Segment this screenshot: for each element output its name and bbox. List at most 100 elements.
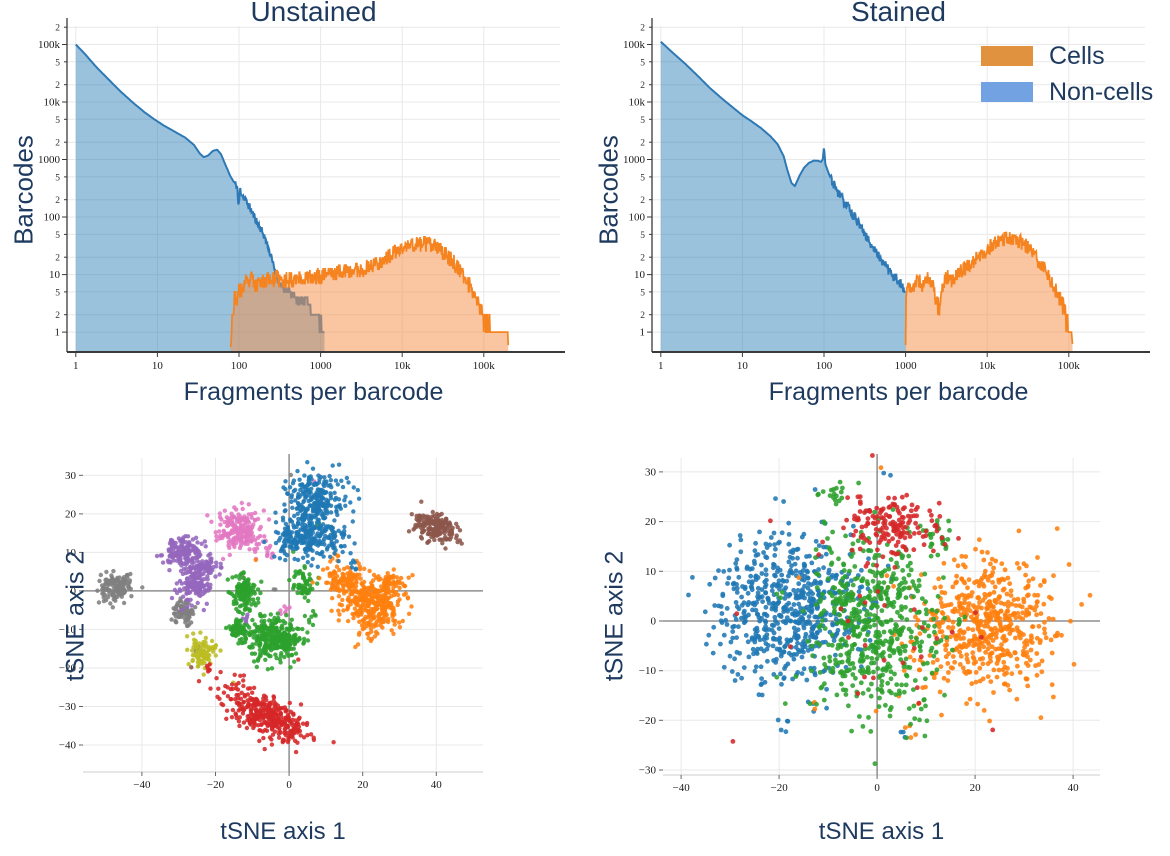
cluster-red <box>196 657 336 755</box>
panel-title-stained: Stained <box>851 0 946 27</box>
y-axis-label: tSNE axis 2 <box>600 550 629 682</box>
cluster-red <box>730 453 996 744</box>
y-tick-label: 20 <box>645 516 657 528</box>
y-tick-label: 10k <box>44 97 61 109</box>
area-cells <box>905 231 1073 352</box>
legend: Cells Non-cells <box>981 44 1153 116</box>
cluster-blue <box>262 460 362 572</box>
x-tick-label: 20 <box>970 782 982 794</box>
legend-swatch-cells <box>981 46 1033 66</box>
cluster-olive <box>184 630 236 685</box>
y-tick-label: 5 <box>55 288 60 298</box>
x-tick-label: 0 <box>874 782 880 794</box>
y-tick-label: 100k <box>623 39 646 51</box>
cluster-green <box>774 479 968 767</box>
x-tick-label: 0 <box>286 779 292 791</box>
x-tick-label: 1000 <box>895 360 918 372</box>
cluster-orange <box>253 551 415 650</box>
legend-label-cells: Cells <box>1049 42 1105 70</box>
x-tick-label: 100k <box>1058 360 1081 372</box>
y-tick-label: 1000 <box>38 154 61 166</box>
y-tick-label: 10 <box>65 547 77 559</box>
x-axis-label: Fragments per barcode <box>183 378 444 406</box>
x-tick-label: 10k <box>979 360 996 372</box>
cluster-orange <box>796 465 1093 740</box>
x-tick-label: 1 <box>658 360 664 372</box>
tsne-stained-chart: 30 20 10 0 −10 −20 −30 −40 −20 0 20 40 <box>639 453 1100 794</box>
y-tick-label: −20 <box>639 715 657 727</box>
y-tick-label: 20 <box>65 508 77 520</box>
y-tick-label: 2 <box>640 311 645 321</box>
panel-tsne-unstained: 30 20 10 0 −10 −20 −30 −40 −40 −20 0 20 40 tSNE axis… <box>0 428 585 856</box>
unstained-rank-chart: 1 2 5 10 2 5 100 2 5 1000 2 5 10k 2 5 100k 2 1 10 100 1000 10… <box>38 18 565 372</box>
y-tick-label: 10 <box>645 566 657 578</box>
y-tick-label: −40 <box>59 740 77 752</box>
y-axis-label: Barcodes <box>8 135 39 245</box>
x-axis-label: tSNE axis 1 <box>818 818 945 845</box>
y-tick-label: 5 <box>640 288 645 298</box>
x-tick-label: −20 <box>770 782 788 794</box>
y-tick-label: 1000 <box>623 154 646 166</box>
y-tick-label: 30 <box>65 470 77 482</box>
line-cells <box>904 231 1074 346</box>
legend-swatch-non-cells <box>981 82 1033 102</box>
x-tick-label: 10 <box>152 360 164 372</box>
panel-unstained-rank: 1 2 5 10 2 5 100 2 5 1000 2 5 10k 2 5 100k 2 1 10 100 1000 10… <box>0 0 585 428</box>
x-axis-label: tSNE axis 1 <box>220 818 346 845</box>
y-tick-label: 2 <box>55 254 60 264</box>
y-tick-label: 30 <box>645 466 657 478</box>
y-tick-label: −10 <box>59 624 77 636</box>
panel-tsne-stained: 30 20 10 0 −10 −20 −30 −40 −20 0 20 40 tSNE axis 1 … <box>585 428 1170 856</box>
y-tick-label: 2 <box>55 139 60 149</box>
y-tick-label: 2 <box>55 24 60 34</box>
x-tick-label: 20 <box>357 779 369 791</box>
y-tick-label: −10 <box>639 665 657 677</box>
area-cells <box>230 236 509 352</box>
y-tick-label: 1 <box>55 327 61 339</box>
cluster-purple <box>154 534 250 626</box>
cluster-pink <box>205 479 317 617</box>
scatter-points <box>686 453 1093 767</box>
y-tick-label: 2 <box>55 196 60 206</box>
y-tick-label: 5 <box>640 173 645 183</box>
x-tick-label: 1000 <box>310 360 333 372</box>
y-tick-label: 5 <box>55 231 60 241</box>
panel-title-unstained: Unstained <box>250 0 377 27</box>
x-tick-label: 100 <box>816 360 833 372</box>
y-tick-label: −20 <box>59 663 77 675</box>
y-tick-label: 2 <box>640 81 645 91</box>
stained-rank-chart: 1 2 5 10 2 5 100 2 5 1000 2 5 10k 2 5 100k 2 1 10 100 1000 10… <box>623 18 1150 372</box>
y-tick-label: 5 <box>55 173 60 183</box>
y-axis-label: tSNE axis 2 <box>61 550 90 682</box>
y-tick-label: 2 <box>640 196 645 206</box>
tsne-unstained-plot: 30 20 10 0 −10 −20 −30 −40 −40 −20 0 20 40 <box>59 454 483 791</box>
y-tick-label: 5 <box>640 231 645 241</box>
x-tick-label: 40 <box>1068 782 1080 794</box>
scatter-points <box>95 460 464 755</box>
y-tick-label: 10k <box>629 97 646 109</box>
x-tick-label: 10k <box>394 360 411 372</box>
y-tick-label: 5 <box>55 116 60 126</box>
cluster-brown <box>189 499 464 670</box>
y-tick-label: −30 <box>59 701 77 713</box>
stained-rank-plot: 1 2 5 10 2 5 100 2 5 1000 2 5 10k 2 5 100k 2 1 10 100 1000 10… <box>623 18 1150 372</box>
y-tick-label: 5 <box>55 58 60 68</box>
y-tick-label: 10 <box>49 269 61 281</box>
cluster-green <box>223 520 322 672</box>
y-tick-label: 100k <box>38 39 61 51</box>
x-tick-label: 1 <box>73 360 79 372</box>
x-tick-label: 40 <box>431 779 443 791</box>
legend-item-non-cells: Non-cells <box>981 80 1153 105</box>
tsne-stained-plot: 30 20 10 0 −10 −20 −30 −40 −20 0 20 40 <box>639 453 1100 794</box>
y-tick-label: 5 <box>640 58 645 68</box>
y-tick-label: −30 <box>639 765 657 777</box>
y-tick-label: 100 <box>44 212 61 224</box>
y-axis-label: Barcodes <box>593 135 624 245</box>
x-tick-label: −40 <box>133 779 151 791</box>
x-tick-label: 100k <box>473 360 496 372</box>
y-tick-label: 2 <box>640 24 645 34</box>
x-tick-label: −20 <box>207 779 225 791</box>
y-tick-label: 2 <box>640 139 645 149</box>
legend-item-cells: Cells <box>981 42 1153 70</box>
